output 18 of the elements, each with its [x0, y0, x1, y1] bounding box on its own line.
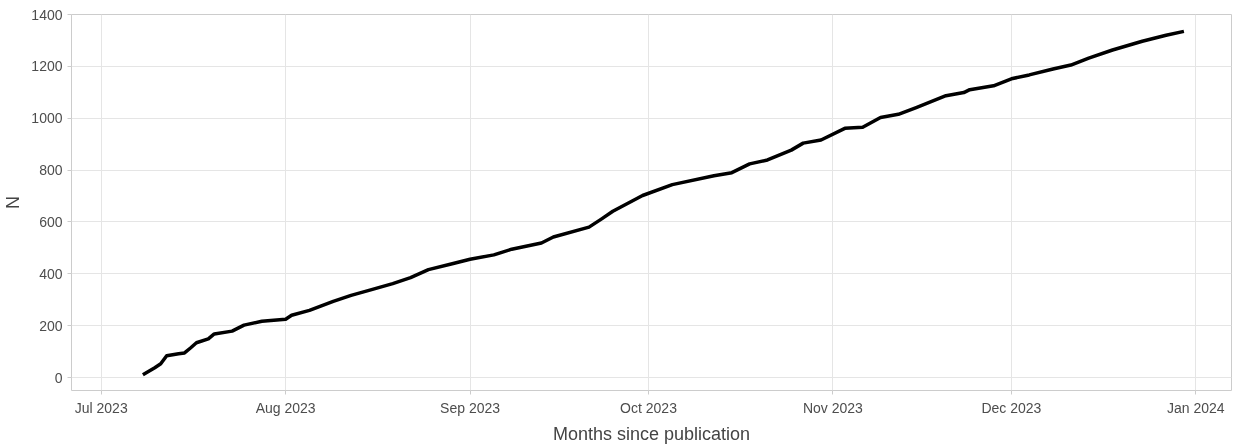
x-tick-label: Jul 2023: [74, 399, 128, 416]
y-tick-label: 400: [39, 265, 63, 282]
x-tick-label: Dec 2023: [981, 399, 1042, 416]
y-tick-label: 800: [39, 162, 63, 179]
x-tick-label: Jan 2024: [1167, 399, 1225, 416]
y-tick-label: 1000: [31, 110, 63, 127]
line-series: [141, 29, 1186, 377]
x-tick-label: Nov 2023: [802, 399, 864, 416]
y-tick-label: 600: [39, 213, 63, 230]
x-tick-label: Oct 2023: [620, 399, 678, 416]
y-tick-label: 0: [54, 369, 63, 386]
x-tick-label: Sep 2023: [440, 399, 501, 416]
x-tick-label: Aug 2023: [255, 399, 316, 416]
y-tick-label: 200: [39, 317, 63, 334]
y-tick-label: 1200: [31, 58, 63, 75]
y-axis-title: N: [3, 196, 24, 209]
x-axis-title: Months since publication: [552, 423, 751, 444]
y-tick-label: 1400: [31, 6, 63, 23]
